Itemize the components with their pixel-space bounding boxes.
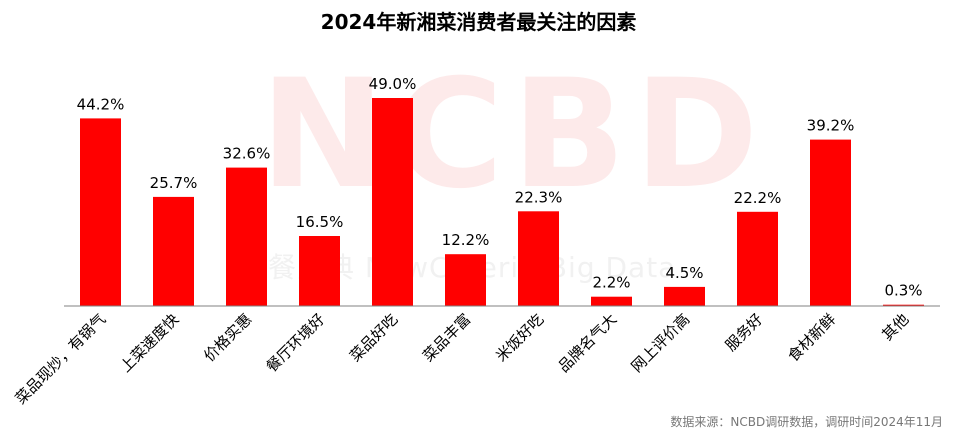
bar-0	[80, 118, 121, 307]
x-tick-label-6: 米饭好吃	[492, 310, 547, 365]
data-label-7: 2.2%	[592, 274, 630, 292]
bar-5	[445, 254, 486, 306]
data-label-5: 12.2%	[442, 231, 490, 249]
bar-6	[518, 211, 559, 306]
bar-3	[299, 236, 340, 306]
bar-11	[883, 304, 924, 306]
bar-2	[226, 167, 267, 306]
x-tick-label-3: 餐厅环境好	[263, 310, 329, 376]
data-label-8: 4.5%	[665, 264, 703, 282]
x-tick-label-7: 品牌名气大	[555, 310, 621, 376]
data-label-2: 32.6%	[223, 145, 271, 163]
bar-9	[737, 211, 778, 306]
chart-title: 2024年新湘菜消费者最关注的因素	[320, 10, 637, 34]
data-label-6: 22.3%	[515, 188, 563, 206]
data-label-4: 49.0%	[369, 75, 417, 93]
data-label-0: 44.2%	[77, 95, 125, 113]
source-note: 数据来源：NCBD调研数据，调研时间2024年11月	[670, 415, 943, 429]
bar-1	[153, 196, 194, 306]
bar-4	[372, 98, 413, 306]
bar-10	[810, 139, 851, 306]
x-tick-label-2: 价格实惠	[200, 310, 255, 365]
watermark-logo: NCBD	[260, 48, 767, 222]
x-tick-label-0: 菜品现炒，有锅气	[12, 310, 110, 408]
x-tick-label-8: 网上评价高	[628, 310, 694, 376]
x-tick-label-9: 服务好	[722, 310, 767, 355]
x-tick-label-5: 菜品丰富	[419, 310, 474, 365]
x-tick-label-4: 菜品好吃	[346, 310, 401, 365]
x-tick-label-11: 其他	[878, 310, 912, 344]
bar-7	[591, 296, 632, 306]
x-tick-label-1: 上菜速度快	[117, 310, 183, 376]
data-label-1: 25.7%	[150, 174, 198, 192]
data-label-11: 0.3%	[884, 282, 922, 300]
data-label-10: 39.2%	[807, 117, 855, 135]
bar-8	[664, 286, 705, 306]
x-tick-label-10: 食材新鲜	[784, 310, 839, 365]
data-label-9: 22.2%	[734, 189, 782, 207]
data-label-3: 16.5%	[296, 213, 344, 231]
